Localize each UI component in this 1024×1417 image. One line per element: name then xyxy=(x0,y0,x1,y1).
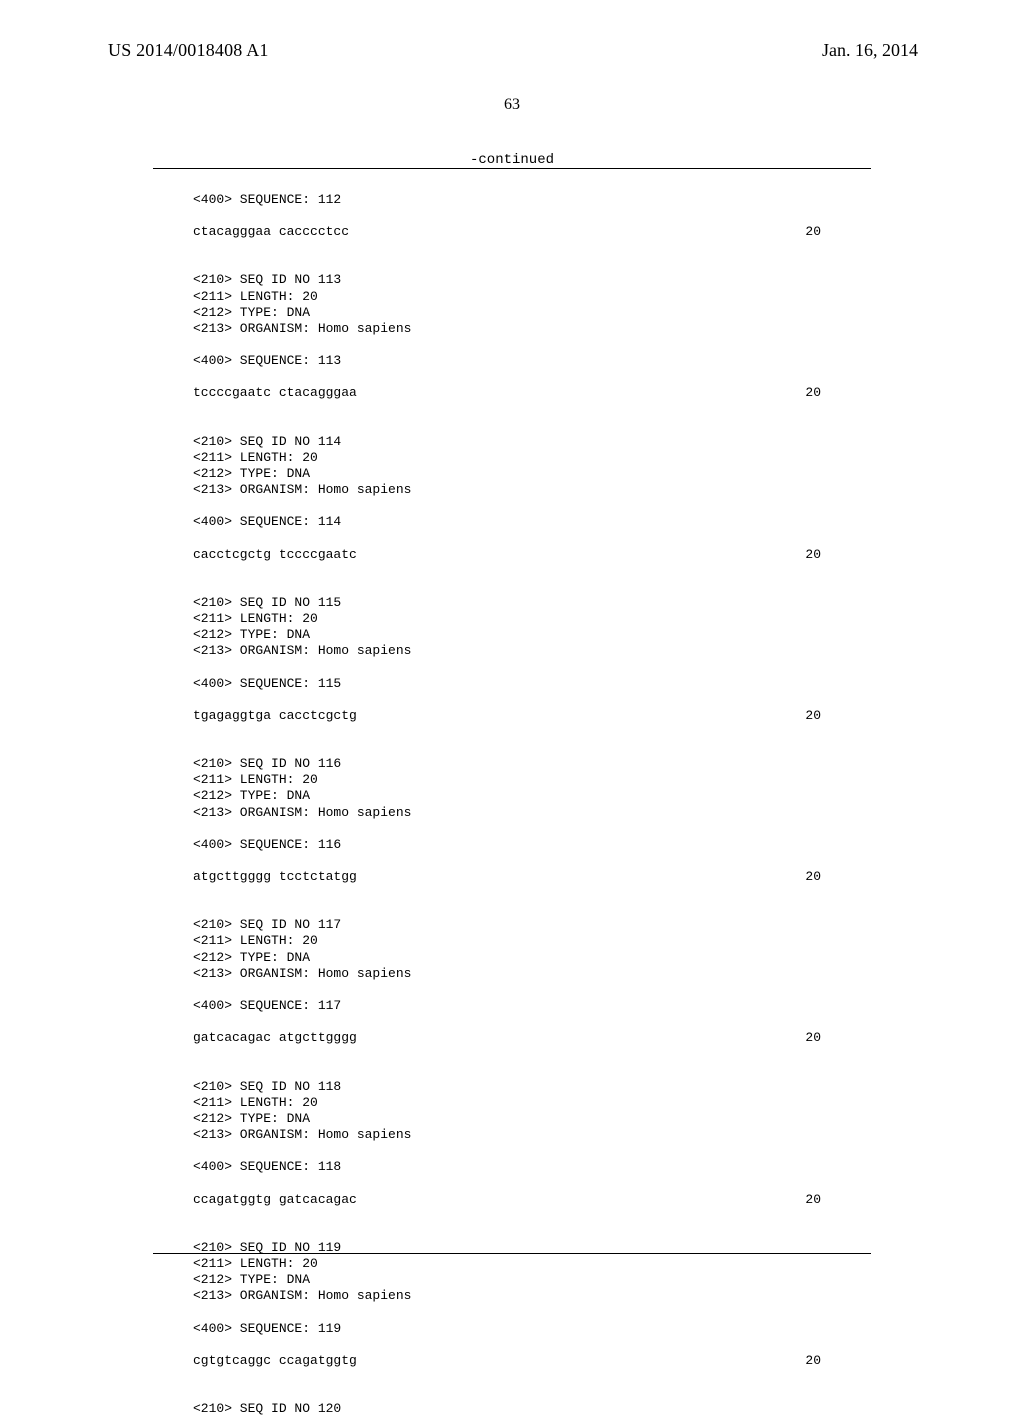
sequence-header: <400> SEQUENCE: 112 xyxy=(193,192,871,208)
sequence-row: gatcacagac atgcttgggg 20 xyxy=(193,1030,871,1046)
sequence-meta: <212> TYPE: DNA xyxy=(193,466,871,482)
sequence-meta: <213> ORGANISM: Homo sapiens xyxy=(193,321,871,337)
sequence-length: 20 xyxy=(805,869,871,885)
sequence-meta: <212> TYPE: DNA xyxy=(193,788,871,804)
sequence-meta: <211> LENGTH: 20 xyxy=(193,772,871,788)
continued-label: -continued xyxy=(0,152,1024,168)
sequence-header: <400> SEQUENCE: 117 xyxy=(193,998,871,1014)
sequence-meta: <211> LENGTH: 20 xyxy=(193,1095,871,1111)
sequence-meta: <213> ORGANISM: Homo sapiens xyxy=(193,482,871,498)
sequence-length: 20 xyxy=(805,385,871,401)
sequence-meta: <213> ORGANISM: Homo sapiens xyxy=(193,643,871,659)
sequence-row: ctacagggaa cacccctcc 20 xyxy=(193,224,871,240)
sequence-meta: <212> TYPE: DNA xyxy=(193,1111,871,1127)
sequence-length: 20 xyxy=(805,224,871,240)
sequence-meta: <212> TYPE: DNA xyxy=(193,627,871,643)
horizontal-rule-bottom xyxy=(153,1253,871,1254)
sequence-text: tccccgaatc ctacagggaa xyxy=(193,385,357,401)
patent-page: US 2014/0018408 A1 Jan. 16, 2014 63 -con… xyxy=(0,0,1024,1320)
sequence-text: cgtgtcaggc ccagatggtg xyxy=(193,1353,357,1369)
sequence-meta: <210> SEQ ID NO 117 xyxy=(193,917,871,933)
horizontal-rule-top xyxy=(153,168,871,169)
publication-number: US 2014/0018408 A1 xyxy=(108,40,269,61)
sequence-header: <400> SEQUENCE: 116 xyxy=(193,837,871,853)
sequence-meta: <210> SEQ ID NO 115 xyxy=(193,595,871,611)
page-number: 63 xyxy=(0,96,1024,114)
sequence-header: <400> SEQUENCE: 115 xyxy=(193,676,871,692)
sequence-meta: <210> SEQ ID NO 114 xyxy=(193,434,871,450)
sequence-text: ctacagggaa cacccctcc xyxy=(193,224,349,240)
sequence-meta: <212> TYPE: DNA xyxy=(193,305,871,321)
sequence-meta: <212> TYPE: DNA xyxy=(193,1272,871,1288)
sequence-row: cgtgtcaggc ccagatggtg 20 xyxy=(193,1353,871,1369)
sequence-text: atgcttgggg tcctctatgg xyxy=(193,869,357,885)
sequence-length: 20 xyxy=(805,708,871,724)
sequence-meta: <213> ORGANISM: Homo sapiens xyxy=(193,1127,871,1143)
sequence-row: tccccgaatc ctacagggaa 20 xyxy=(193,385,871,401)
sequence-meta: <211> LENGTH: 20 xyxy=(193,289,871,305)
sequence-meta: <211> LENGTH: 20 xyxy=(193,933,871,949)
sequence-text: cacctcgctg tccccgaatc xyxy=(193,547,357,563)
sequence-meta: <212> TYPE: DNA xyxy=(193,950,871,966)
sequence-length: 20 xyxy=(805,1353,871,1369)
sequence-meta: <213> ORGANISM: Homo sapiens xyxy=(193,966,871,982)
sequence-length: 20 xyxy=(805,1030,871,1046)
sequence-row: cacctcgctg tccccgaatc 20 xyxy=(193,547,871,563)
sequence-header: <400> SEQUENCE: 119 xyxy=(193,1321,871,1337)
sequence-meta: <211> LENGTH: 20 xyxy=(193,450,871,466)
sequence-text: gatcacagac atgcttgggg xyxy=(193,1030,357,1046)
publication-date: Jan. 16, 2014 xyxy=(822,40,918,61)
sequence-row: atgcttgggg tcctctatgg 20 xyxy=(193,869,871,885)
sequence-row: ccagatggtg gatcacagac 20 xyxy=(193,1192,871,1208)
sequence-meta: <210> SEQ ID NO 113 xyxy=(193,272,871,288)
sequence-text: ccagatggtg gatcacagac xyxy=(193,1192,357,1208)
sequence-meta: <211> LENGTH: 20 xyxy=(193,611,871,627)
sequence-meta: <213> ORGANISM: Homo sapiens xyxy=(193,1288,871,1304)
sequence-listing: <400> SEQUENCE: 112 ctacagggaa cacccctcc 2… xyxy=(193,192,871,1417)
sequence-header: <400> SEQUENCE: 114 xyxy=(193,514,871,530)
sequence-text: tgagaggtga cacctcgctg xyxy=(193,708,357,724)
sequence-row: tgagaggtga cacctcgctg 20 xyxy=(193,708,871,724)
sequence-meta: <213> ORGANISM: Homo sapiens xyxy=(193,805,871,821)
sequence-header: <400> SEQUENCE: 118 xyxy=(193,1159,871,1175)
sequence-meta: <210> SEQ ID NO 116 xyxy=(193,756,871,772)
sequence-meta: <210> SEQ ID NO 118 xyxy=(193,1079,871,1095)
sequence-length: 20 xyxy=(805,1192,871,1208)
sequence-meta: <211> LENGTH: 20 xyxy=(193,1256,871,1272)
sequence-header: <400> SEQUENCE: 113 xyxy=(193,353,871,369)
sequence-meta: <210> SEQ ID NO 120 xyxy=(193,1401,871,1417)
sequence-length: 20 xyxy=(805,547,871,563)
